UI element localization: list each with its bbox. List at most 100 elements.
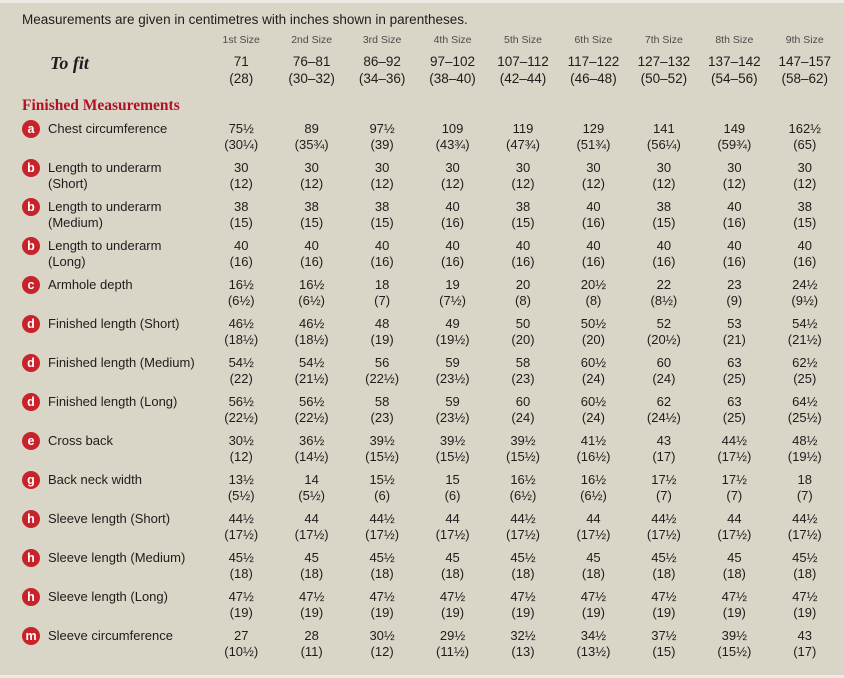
to-fit-value-in: (38–40) bbox=[429, 71, 476, 86]
measurement-value: 56 (22½) bbox=[347, 355, 417, 387]
row-label: h Sleeve length (Short) bbox=[0, 510, 206, 528]
measurement-value: 56½ (22½) bbox=[206, 394, 276, 426]
measurement-value-cm: 149 bbox=[723, 121, 746, 136]
measurement-value-in: (25½) bbox=[787, 410, 822, 425]
measurement-value-cm: 38 bbox=[233, 199, 249, 214]
measurement-value-cm: 48½ bbox=[792, 433, 818, 448]
measurement-value: 54½ (21½) bbox=[276, 355, 346, 387]
measurement-value-in: (30¼) bbox=[224, 137, 259, 152]
measurement-value-in: (19) bbox=[370, 605, 394, 620]
row-label-line: (Long) bbox=[48, 254, 86, 269]
measurement-value-cm: 60 bbox=[656, 355, 672, 370]
measurement-value-cm: 17½ bbox=[721, 472, 747, 487]
measurement-value: 40 (16) bbox=[770, 238, 840, 270]
measurement-value-cm: 20 bbox=[515, 277, 531, 292]
measurement-value: 40 (16) bbox=[558, 199, 628, 231]
measurement-value-cm: 45½ bbox=[369, 550, 395, 565]
measurement-value-cm: 63 bbox=[727, 394, 742, 409]
row-label-line: Length to underarm bbox=[48, 199, 162, 214]
measurement-value: 162½ (65) bbox=[770, 121, 840, 153]
measurement-value-in: (16) bbox=[581, 254, 605, 269]
measurement-value: 64½ (25½) bbox=[770, 394, 840, 426]
measurement-value-cm: 109 bbox=[441, 121, 464, 136]
measurement-value-in: (16) bbox=[370, 254, 394, 269]
to-fit-value-in: (46–48) bbox=[570, 71, 617, 86]
measurement-value-cm: 56 bbox=[374, 355, 390, 370]
measurement-value-in: (12) bbox=[581, 176, 605, 191]
to-fit-value-in: (28) bbox=[229, 71, 254, 86]
measurement-value: 47½ (19) bbox=[629, 589, 699, 621]
measurement-value-cm: 45 bbox=[727, 550, 742, 565]
measurement-value-in: (15) bbox=[511, 215, 535, 230]
measurement-value: 46½ (18½) bbox=[206, 316, 276, 348]
measurement-value-in: (17½) bbox=[576, 527, 611, 542]
measurement-value: 38 (15) bbox=[770, 199, 840, 231]
measurement-value-in: (19) bbox=[511, 605, 535, 620]
to-fit-value-cm: 117–122 bbox=[567, 54, 620, 69]
row-badge-c: c bbox=[22, 276, 40, 294]
measurement-value-in: (23) bbox=[370, 410, 394, 425]
measurement-value-in: (24½) bbox=[646, 410, 681, 425]
measurement-value-cm: 60 bbox=[515, 394, 531, 409]
measurement-value: 43 (17) bbox=[770, 628, 840, 660]
measurement-value: 59 (23½) bbox=[417, 355, 487, 387]
measurement-value: 58 (23) bbox=[347, 394, 417, 426]
measurement-value-in: (24) bbox=[581, 371, 605, 386]
measurement-value-cm: 39½ bbox=[439, 433, 466, 448]
measurement-value-in: (11½) bbox=[436, 644, 470, 659]
measurement-value: 44 (17½) bbox=[699, 511, 769, 543]
column-header-6: 6th Size bbox=[574, 34, 613, 46]
to-fit-label: To fit bbox=[50, 53, 89, 73]
measurement-value-cm: 38 bbox=[304, 199, 319, 214]
row-label-line: Finished length (Long) bbox=[48, 394, 178, 409]
measurement-value: 109 (43¾) bbox=[417, 121, 487, 153]
measurement-value: 62 (24½) bbox=[629, 394, 699, 426]
measurement-value-cm: 45½ bbox=[228, 550, 254, 565]
measurement-value: 27 (10½) bbox=[206, 628, 276, 660]
measurement-value-in: (7) bbox=[374, 293, 391, 308]
measurement-value: 47½ (19) bbox=[488, 589, 558, 621]
measurement-value-in: (17½) bbox=[365, 527, 400, 542]
measurement-value-cm: 44 bbox=[445, 511, 460, 526]
measurement-value-cm: 119 bbox=[512, 121, 534, 136]
row-label: d Finished length (Long) bbox=[0, 393, 206, 411]
measurement-value-in: (5½) bbox=[298, 488, 326, 503]
measurement-value: 45½ (18) bbox=[629, 550, 699, 582]
measurement-value: 47½ (19) bbox=[206, 589, 276, 621]
column-header-2: 2nd Size bbox=[291, 34, 333, 46]
measurement-value-cm: 38 bbox=[374, 199, 390, 214]
measurement-value: 18 (7) bbox=[770, 472, 840, 504]
row-badge-h: h bbox=[22, 588, 40, 606]
measurement-value-in: (18) bbox=[793, 566, 817, 581]
measurement-value-cm: 44 bbox=[727, 511, 742, 526]
measurement-value: 30 (12) bbox=[417, 160, 487, 192]
row-label: b Length to underarm (Medium) bbox=[0, 198, 206, 231]
measurement-value-cm: 47½ bbox=[580, 589, 607, 604]
row-label-line: Sleeve length (Short) bbox=[48, 511, 171, 526]
measurement-value: 44 (17½) bbox=[417, 511, 487, 543]
measurement-value: 45 (18) bbox=[558, 550, 628, 582]
row-label: b Length to underarm (Short) bbox=[0, 159, 206, 192]
measurement-value-in: (15) bbox=[300, 215, 324, 230]
measurement-value-cm: 34½ bbox=[580, 628, 607, 643]
measurement-value-in: (7) bbox=[655, 488, 672, 503]
measurement-value-cm: 13½ bbox=[228, 472, 254, 487]
measurement-value: 53 (21) bbox=[699, 316, 769, 348]
measurement-value-cm: 44½ bbox=[721, 433, 747, 448]
measurement-value: 37½ (15) bbox=[629, 628, 699, 660]
measurement-value-in: (18) bbox=[511, 566, 535, 581]
measurement-value-cm: 39½ bbox=[369, 433, 395, 448]
row-label-text: Finished length (Medium) bbox=[48, 355, 195, 371]
to-fit-value: 97–102 (38–40) bbox=[417, 53, 487, 87]
measurement-value: 40 (16) bbox=[276, 238, 346, 270]
measurement-value-cm: 97½ bbox=[369, 121, 395, 136]
measurement-value-in: (20½) bbox=[646, 332, 681, 347]
row-label: b Length to underarm (Long) bbox=[0, 237, 206, 270]
measurement-value: 40 (16) bbox=[558, 238, 628, 270]
to-fit-value-in: (58–62) bbox=[781, 71, 829, 86]
measurement-value-cm: 45½ bbox=[651, 550, 677, 565]
measurement-value: 60 (24) bbox=[488, 394, 558, 426]
measurement-value-in: (43¾) bbox=[435, 137, 470, 152]
row-label-text: Sleeve length (Short) bbox=[48, 511, 170, 527]
measurement-value-cm: 47½ bbox=[369, 589, 395, 604]
